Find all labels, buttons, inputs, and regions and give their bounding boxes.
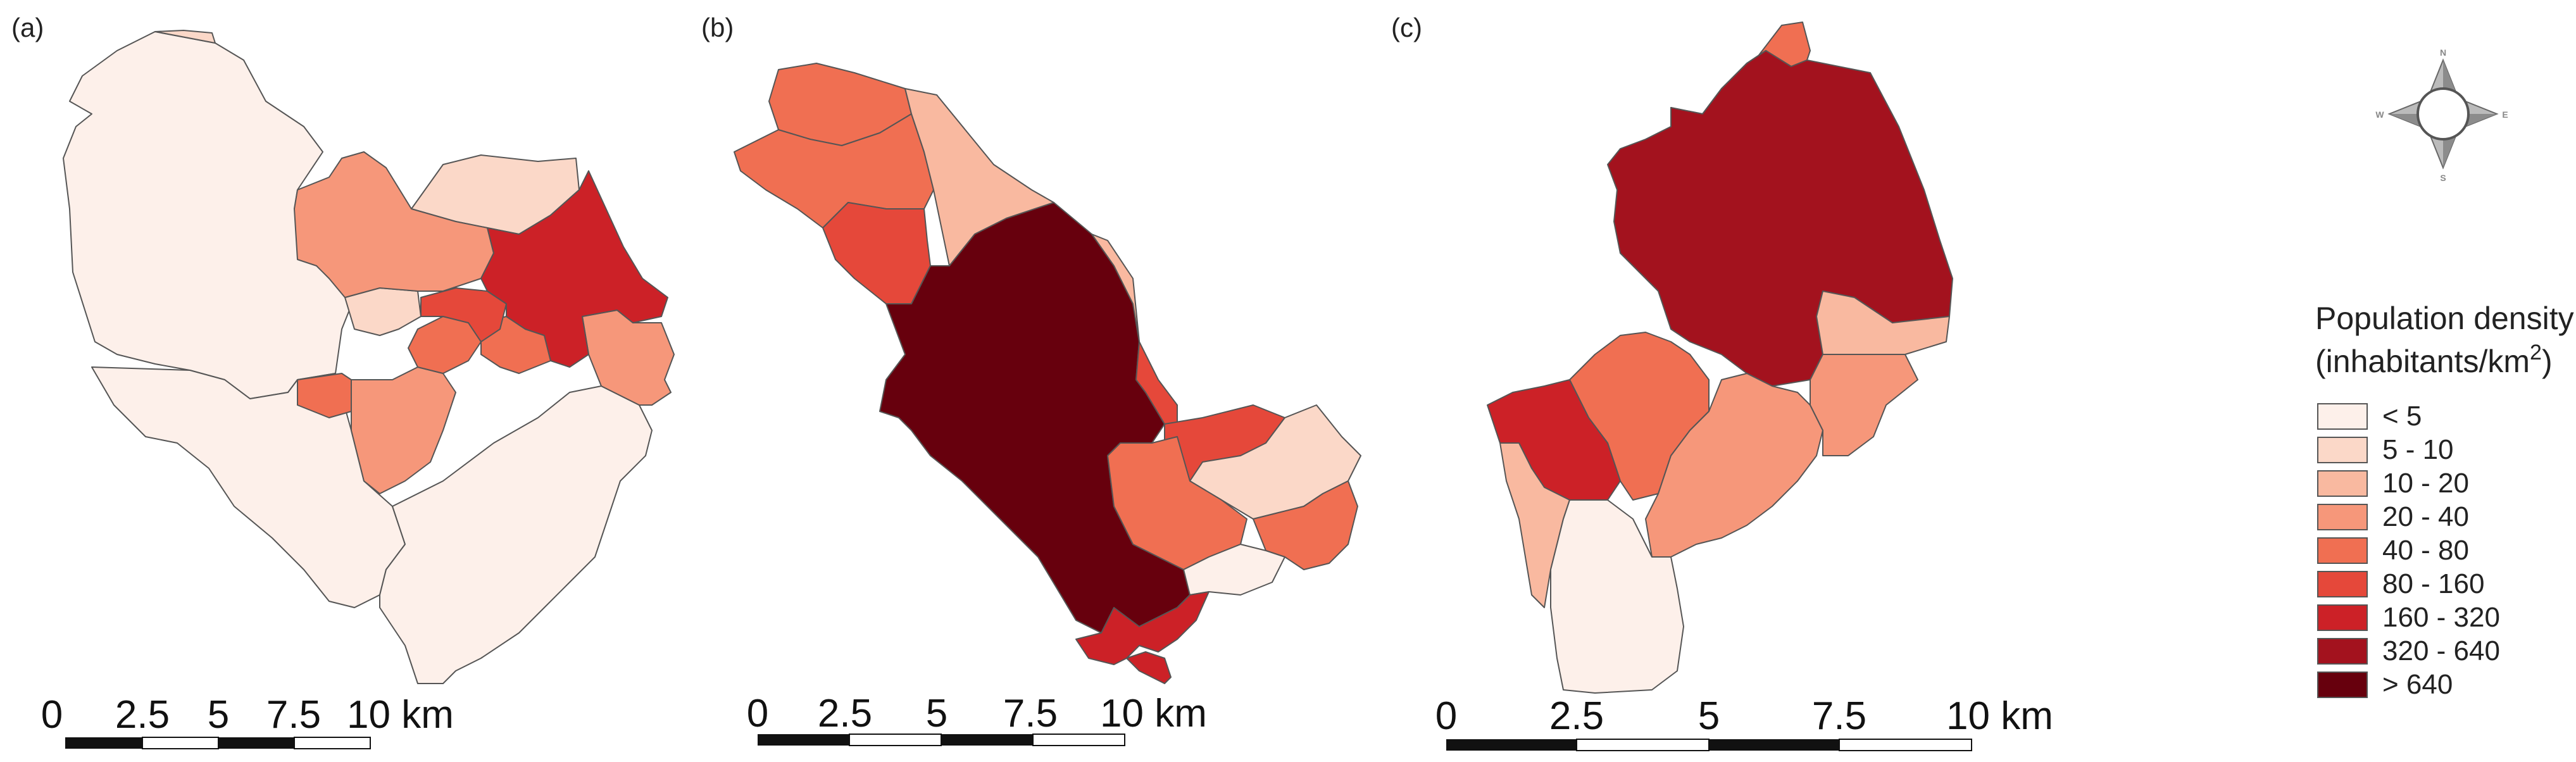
scale-bar-b: 0 2.5 5 7.5 10 km (747, 692, 1207, 746)
legend-label: 80 - 160 (2382, 568, 2484, 599)
legend-label: 20 - 40 (2382, 501, 2469, 532)
scale-c-tick-4: 10 km (1946, 694, 2053, 738)
legend-swatch (2317, 403, 2368, 430)
scale-a-seg-4 (294, 737, 371, 749)
compass-e: E (2502, 109, 2508, 120)
scale-c-seg-1 (1446, 739, 1577, 751)
scale-c-tick-0: 0 (1435, 694, 1457, 738)
region-a-north (154, 30, 216, 44)
panel-b-map (734, 63, 1361, 684)
panel-c: (c) 0 2.5 5 7.5 10 km (1391, 13, 2053, 751)
scale-a-seg-2 (142, 737, 219, 749)
region-a-southeast (379, 385, 653, 684)
scale-c-tick-1: 2.5 (1549, 694, 1604, 738)
legend-label: 160 - 320 (2382, 602, 2500, 633)
legend-swatch (2317, 604, 2368, 631)
legend-label: 40 - 80 (2382, 535, 2469, 566)
panel-b-label: (b) (701, 13, 734, 42)
region-a-southwest-strip (297, 373, 352, 418)
region-b-southeast-mid (1107, 436, 1247, 570)
legend-title-line1: Population density (2315, 301, 2574, 336)
region-b-west (734, 113, 934, 228)
panel-a-label: (a) (11, 13, 44, 42)
legend-label: > 640 (2382, 669, 2453, 700)
compass-rose-icon: N S E W (2375, 47, 2508, 183)
legend-swatch (2317, 537, 2368, 564)
region-b-inner-west (822, 202, 931, 304)
scale-a-seg-3 (218, 737, 294, 749)
scale-b-seg-4 (1032, 734, 1125, 746)
region-c-northeast-light (1816, 290, 1950, 355)
region-a-core (420, 287, 507, 342)
scale-b-tick-1: 2.5 (818, 692, 872, 735)
region-b-south-tip (1075, 591, 1210, 665)
legend-swatch (2317, 638, 2368, 665)
legend-label: < 5 (2382, 401, 2422, 432)
compass-w: W (2375, 109, 2384, 120)
legend-label: 320 - 640 (2382, 635, 2500, 666)
panel-a: (a) 0 2.5 5 7.5 10 km (11, 13, 675, 749)
scale-a-tick-2: 5 (208, 693, 229, 737)
scale-bar-a: 0 2.5 5 7.5 10 km (41, 693, 454, 749)
legend-label: 5 - 10 (2382, 434, 2454, 465)
scale-c-seg-2 (1576, 739, 1710, 751)
scale-b-seg-3 (941, 734, 1033, 746)
scale-a-tick-0: 0 (41, 693, 63, 737)
scale-b-tick-2: 5 (926, 692, 947, 735)
compass-s: S (2440, 173, 2446, 183)
region-b-coast-sliver (1091, 234, 1140, 342)
legend-label: 10 - 20 (2382, 468, 2469, 499)
scale-a-seg-1 (65, 737, 142, 749)
scale-b-tick-0: 0 (747, 692, 768, 735)
scale-c-seg-4 (1839, 739, 1972, 751)
legend-swatch (2317, 671, 2368, 698)
scale-c-seg-3 (1709, 739, 1839, 751)
scale-a-tick-1: 2.5 (115, 693, 170, 737)
scale-bar-c: 0 2.5 5 7.5 10 km (1435, 694, 2053, 751)
scale-c-tick-3: 7.5 (1812, 694, 1866, 738)
panel-b: (b) 0 2.5 5 7.5 10 km (701, 13, 1361, 746)
scale-b-seg-1 (758, 734, 849, 746)
panel-c-map (1487, 22, 1953, 694)
scale-a-tick-4: 10 km (347, 693, 454, 737)
region-b-south-point (1126, 651, 1172, 684)
scale-b-tick-4: 10 km (1100, 692, 1207, 735)
legend-swatch (2317, 504, 2368, 530)
scale-a-tick-3: 7.5 (266, 693, 321, 737)
panel-c-label: (c) (1391, 13, 1422, 42)
region-a-south-central (351, 366, 456, 494)
legend-swatch (2317, 470, 2368, 497)
panel-a-map (63, 30, 675, 684)
scale-b-seg-2 (849, 734, 942, 746)
region-a-center-light (344, 287, 422, 336)
scale-b-tick-3: 7.5 (1003, 692, 1058, 735)
legend-title-line2: (inhabitants/km2) (2315, 340, 2553, 379)
region-a-upper-east (480, 170, 668, 368)
region-c-south (1550, 499, 1684, 694)
legend: Population density (inhabitants/km2) < 5… (2315, 301, 2574, 700)
legend-swatch (2317, 437, 2368, 463)
region-c-east-mid (1810, 354, 1918, 456)
compass-n: N (2440, 47, 2446, 58)
scale-c-tick-2: 5 (1698, 694, 1720, 738)
legend-swatch (2317, 571, 2368, 597)
